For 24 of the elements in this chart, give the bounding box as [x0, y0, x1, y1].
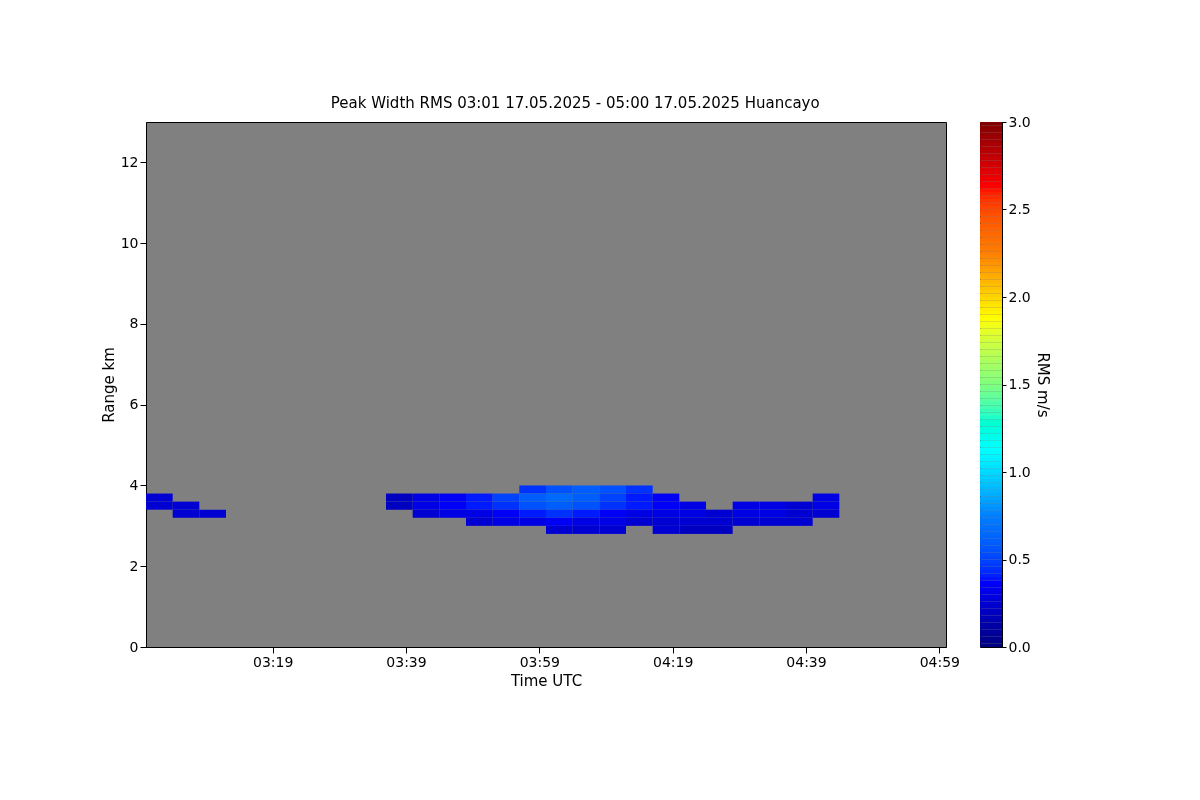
color-bar-label: 2.0 — [1008, 288, 1031, 305]
y-tick-label: 10 — [120, 234, 139, 251]
color-bar-label: 1.5 — [1008, 376, 1031, 392]
x-tick-label: 04:39 — [786, 653, 827, 670]
y-tick-label: 12 — [120, 153, 139, 170]
color-bar-label: 3.0 — [1008, 113, 1031, 130]
color-bar-label: 0.5 — [1008, 551, 1031, 567]
color-bar-label: 1.0 — [1008, 463, 1031, 480]
x-tick-label: 03:59 — [519, 653, 561, 670]
y-tick-label: 8 — [129, 315, 139, 332]
y-tick-label: 2 — [129, 557, 139, 574]
y-tick-label: 6 — [129, 396, 139, 413]
color-bar-label: 2.5 — [1008, 201, 1031, 217]
x-axis-title: Time UTC — [509, 671, 583, 690]
x-tick-label: 04:59 — [919, 653, 961, 670]
color-bar-label: 0.0 — [1008, 638, 1031, 655]
y-tick-label: 4 — [129, 476, 139, 493]
y-tick-label: 0 — [129, 638, 139, 655]
x-tick-label: 04:19 — [652, 653, 694, 670]
color-bar-title: RMS m/s — [1033, 352, 1052, 418]
chart-title: Peak Width RMS 03:01 17.05.2025 - 05:00 17.05.2025 Huancayo — [330, 93, 820, 112]
x-tick-label: 03:39 — [386, 653, 427, 670]
x-tick-label: 03:19 — [252, 653, 294, 670]
y-axis-title: Range km — [99, 347, 118, 423]
